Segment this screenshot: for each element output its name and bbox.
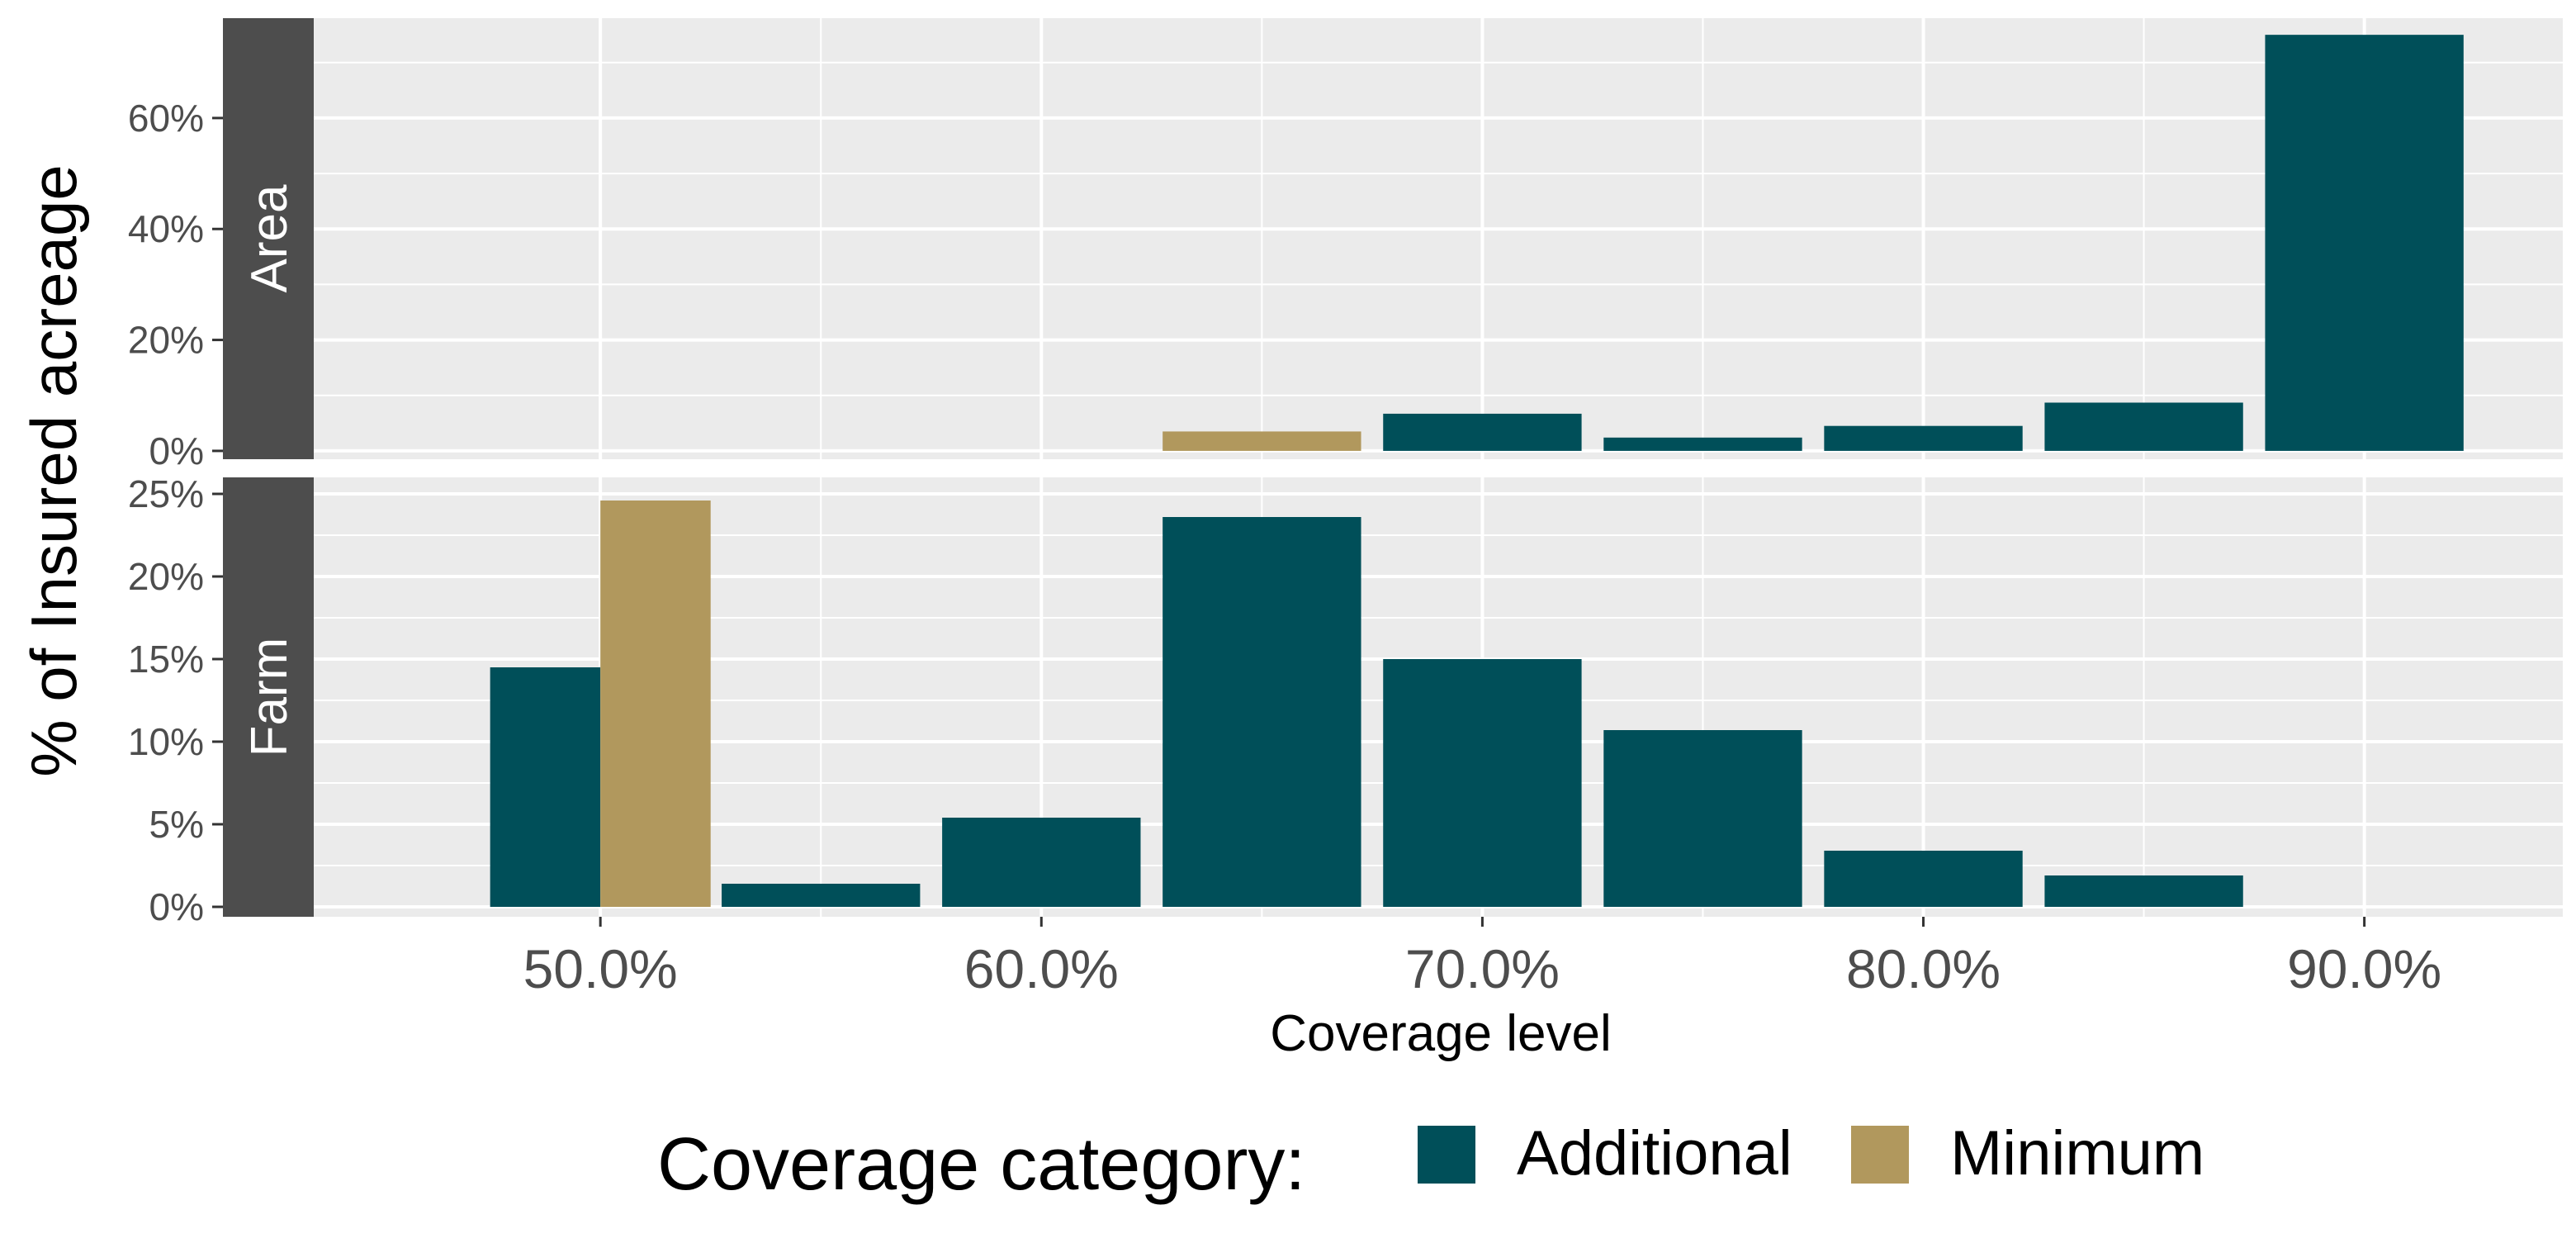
x-tick-label: 80.0% (1846, 938, 2001, 999)
facet-strip-label: Area (241, 184, 298, 292)
panel-background (314, 18, 2563, 459)
facet-strip-label: Farm (241, 638, 298, 757)
y-tick-label: 5% (149, 803, 204, 846)
y-tick-label: 20% (128, 555, 204, 598)
panel-area: 0% 20% 40% 60% Area (128, 18, 2563, 472)
bar-additional (1824, 851, 2023, 907)
legend-label-minimum: Minimum (1950, 1118, 2204, 1188)
legend-key-additional (1418, 1126, 1475, 1184)
facet-strip (223, 18, 314, 459)
bar-additional (1383, 413, 1582, 451)
legend-label-additional: Additional (1517, 1118, 1792, 1188)
panels: 0% 20% 40% 60% Area 0% 5% 10% 15% 20% 25% Farm (128, 18, 2563, 928)
bar-additional (1603, 730, 1802, 907)
y-tick-label: 25% (128, 472, 204, 515)
y-tick-label: 20% (128, 319, 204, 362)
bar-minimum (1163, 431, 1361, 451)
x-tick-label: 60.0% (964, 938, 1119, 999)
bar-additional (1603, 437, 1802, 451)
bar-additional (1163, 517, 1361, 907)
y-axis-title: % of Insured acreage (17, 164, 90, 776)
bar-additional (1824, 425, 2023, 451)
legend-key-minimum (1851, 1126, 1909, 1184)
bar-additional (722, 884, 921, 907)
bar-additional (490, 667, 601, 907)
y-tick-label: 60% (128, 97, 204, 140)
legend-title: Coverage category: (657, 1123, 1305, 1206)
bar-minimum (600, 501, 711, 907)
x-axis-ticks: 50.0% 60.0% 70.0% 80.0% 90.0% (523, 917, 2441, 999)
bar-additional (942, 818, 1141, 907)
y-tick-label: 0% (149, 885, 204, 928)
y-tick-label: 10% (128, 720, 204, 763)
x-tick-label: 50.0% (523, 938, 678, 999)
y-tick-label: 15% (128, 638, 204, 681)
panel-farm: 0% 5% 10% 15% 20% 25% Farm (128, 472, 2563, 928)
y-tick-label: 0% (149, 429, 204, 472)
bar-additional (2044, 875, 2243, 907)
bar-additional (1383, 659, 1582, 907)
x-tick-label: 90.0% (2287, 938, 2441, 999)
x-tick-label: 70.0% (1405, 938, 1560, 999)
bar-additional (2044, 402, 2243, 451)
y-tick-label: 40% (128, 207, 204, 250)
legend: Coverage category: Additional Minimum (657, 1118, 2204, 1206)
x-axis-title: Coverage level (1270, 1005, 1612, 1062)
facet-strip (223, 477, 314, 917)
bar-additional (2265, 35, 2464, 451)
